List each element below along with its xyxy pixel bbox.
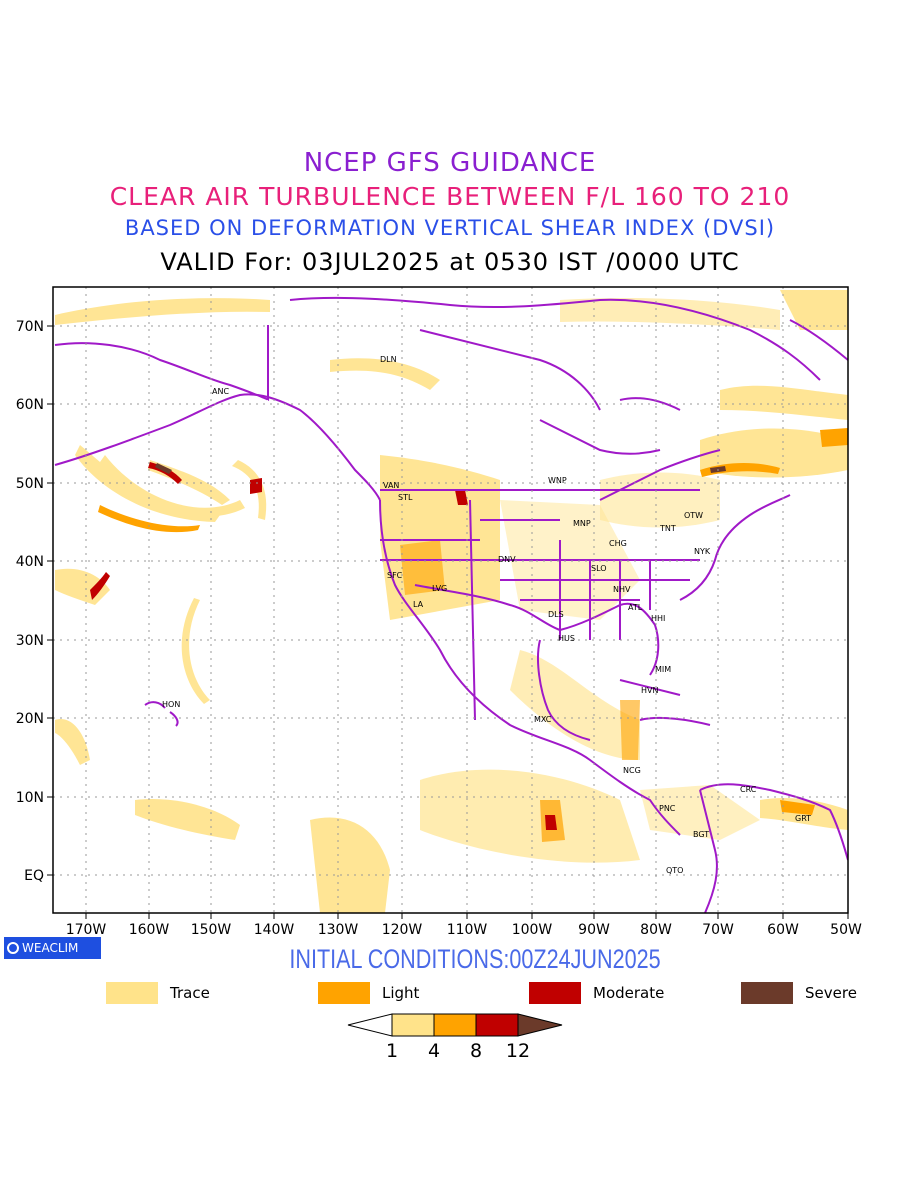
colorbar-trace [391, 1013, 435, 1037]
lon-label-150w: 150W [191, 922, 232, 938]
colorbar-tick-8: 8 [469, 1040, 483, 1062]
station-la: LA [413, 600, 424, 609]
station-tnt: TNT [659, 524, 676, 533]
map-frame [52, 286, 849, 914]
station-otw: OTW [684, 511, 703, 520]
lat-label-eq: EQ [24, 868, 44, 884]
lon-label-80w: 80W [640, 922, 672, 938]
initial-conditions: INITIAL CONDITIONS:00Z24JUN2025 [289, 944, 661, 974]
station-atl: ATL [628, 603, 643, 612]
lat-label-60n: 60N [16, 397, 44, 413]
weaclim-label: WEACLIM [22, 941, 79, 955]
legend-item-severe: Severe [741, 982, 857, 1004]
station-nhv: NHV [613, 585, 631, 594]
station-hhi: HHI [651, 614, 665, 623]
station-hon: HON [162, 700, 180, 709]
station-dnv: DNV [498, 555, 516, 564]
station-crc: CRC [740, 785, 757, 794]
lon-label-120w: 120W [382, 922, 423, 938]
legend-item-light: Light [318, 982, 419, 1004]
station-stl: STL [398, 493, 413, 502]
colorbar-tick-4: 4 [427, 1040, 441, 1062]
colorbar-severe [517, 1013, 563, 1037]
lon-label-70w: 70W [702, 922, 734, 938]
title-line-3: BASED ON DEFORMATION VERTICAL SHEAR INDE… [124, 216, 776, 240]
legend-item-moderate: Moderate [529, 982, 664, 1004]
lat-label-30n: 30N [16, 633, 44, 649]
legend-swatch-light [318, 982, 370, 1004]
station-lvg: LVG [432, 584, 447, 593]
station-mxc: MXC [534, 715, 552, 724]
title-line-1: NCEP GFS GUIDANCE [303, 148, 597, 178]
lat-label-50n: 50N [16, 476, 44, 492]
station-pnc: PNC [659, 804, 676, 813]
station-hvn: HVN [641, 686, 658, 695]
station-dls: DLS [548, 610, 564, 619]
station-nyk: NYK [694, 547, 711, 556]
legend-swatch-moderate [529, 982, 581, 1004]
lon-label-60w: 60W [767, 922, 799, 938]
legend-label-severe: Severe [805, 984, 857, 1002]
coastlines [54, 296, 848, 913]
lon-label-110w: 110W [447, 922, 488, 938]
colorbar-moderate [475, 1013, 519, 1037]
lon-label-100w: 100W [512, 922, 553, 938]
map-area: ANC DLN VAN STL WNP MNP OTW TNT CHG NYK … [53, 287, 848, 913]
lon-label-160w: 160W [129, 922, 170, 938]
legend-label-light: Light [382, 984, 420, 1002]
station-dln: DLN [380, 355, 397, 364]
lon-label-140w: 140W [254, 922, 295, 938]
colorbar-tick-1: 1 [385, 1040, 399, 1062]
weaclim-logo-icon [7, 942, 19, 954]
legend-swatch-severe [741, 982, 793, 1004]
lon-label-90w: 90W [578, 922, 610, 938]
station-ncg: NCG [623, 766, 641, 775]
station-mim: MIM [655, 665, 671, 674]
legend-label-moderate: Moderate [593, 984, 665, 1002]
title-line-2: CLEAR AIR TURBULENCE BETWEEN F/L 160 TO … [109, 182, 791, 211]
station-van: VAN [383, 481, 399, 490]
lat-label-20n: 20N [16, 711, 44, 727]
station-hus: HUS [558, 634, 575, 643]
station-chg: CHG [609, 539, 627, 548]
lat-label-40n: 40N [16, 554, 44, 570]
legend-swatch-trace [106, 982, 158, 1004]
station-anc: ANC [212, 387, 229, 396]
station-qto: QTO [666, 866, 683, 875]
station-grt: GRT [795, 814, 811, 823]
legend-item-trace: Trace [106, 982, 210, 1004]
station-slo: SLO [591, 564, 607, 573]
colorbar-tick-12: 12 [505, 1040, 531, 1062]
lat-label-10n: 10N [16, 790, 44, 806]
colorbar-light [433, 1013, 477, 1037]
lon-label-170w: 170W [66, 922, 107, 938]
axis-ticks [47, 325, 849, 919]
weaclim-badge: WEACLIM [4, 937, 101, 959]
station-mnp: MNP [573, 519, 591, 528]
lon-label-130w: 130W [318, 922, 359, 938]
lat-label-70n: 70N [16, 319, 44, 335]
legend-label-trace: Trace [170, 984, 210, 1002]
turbulence-light-patches [98, 428, 848, 842]
station-sfc: SFC [387, 571, 403, 580]
lon-label-50w: 50W [830, 922, 862, 938]
station-wnp: WNP [548, 476, 567, 485]
valid-time: VALID For: 03JUL2025 at 0530 IST /0000 U… [160, 248, 740, 276]
station-bgt: BGT [693, 830, 709, 839]
colorbar-below-1 [347, 1013, 393, 1037]
colorbar [347, 1013, 563, 1037]
